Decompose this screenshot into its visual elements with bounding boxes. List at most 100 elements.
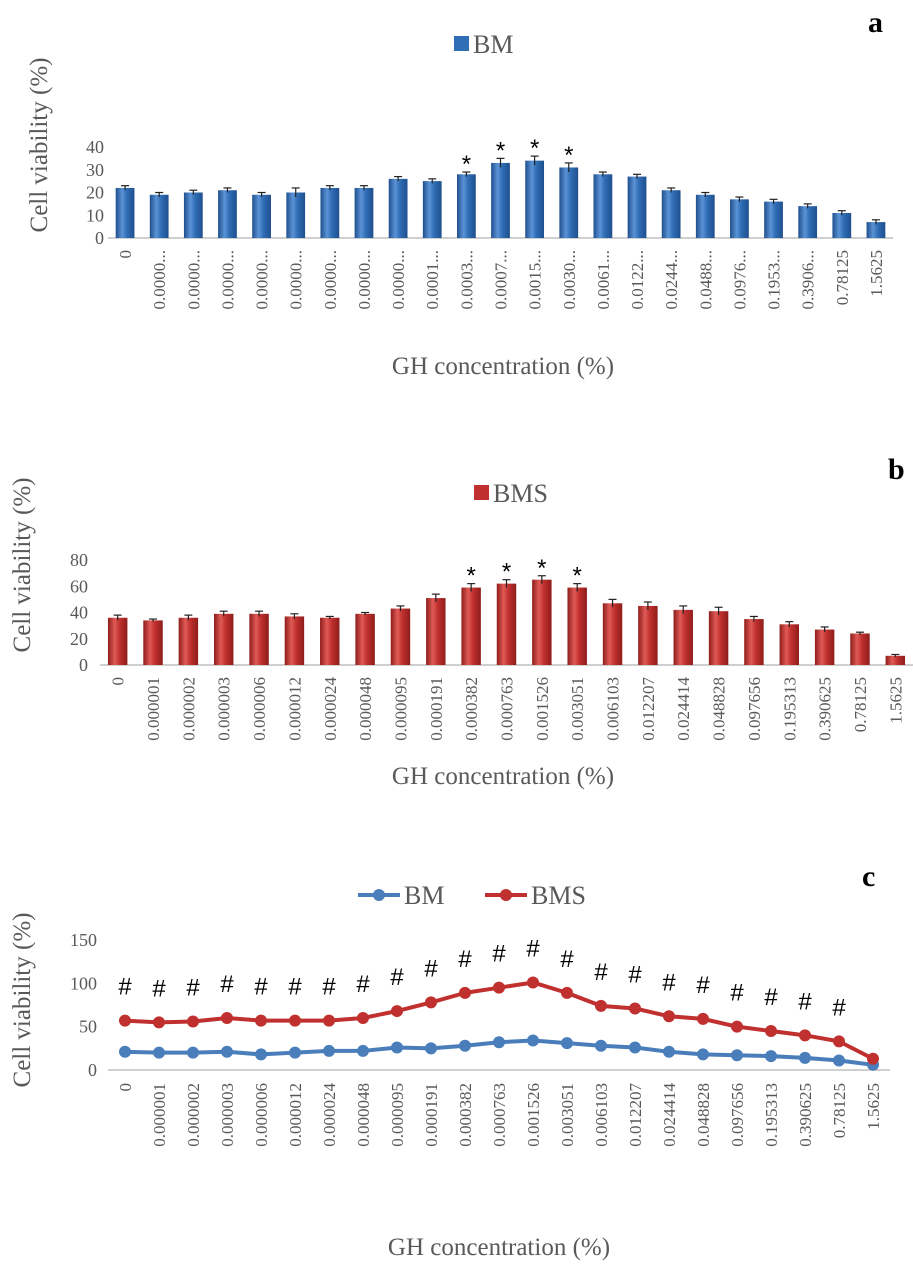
x-tick-label-c-17: 0.048828	[694, 1083, 713, 1147]
hash-mark-21: #	[832, 994, 846, 1021]
y-tick-label-c-1: 50	[79, 1017, 97, 1037]
point-bms-4	[255, 1014, 267, 1027]
bar-a-17	[695, 194, 715, 238]
x-tick-label-b-13: 0.003051	[568, 677, 587, 741]
point-bms-3	[221, 1012, 233, 1024]
x-tick-label-c-10: 0.000382	[456, 1083, 475, 1147]
y-tick-label-b-3: 60	[70, 576, 88, 596]
x-tick-label-b-19: 0.195313	[780, 677, 799, 741]
x-tick-label-c-6: 0.000024	[320, 1083, 339, 1147]
legend-swatch-bm	[454, 36, 469, 51]
x-tick-label-a-16: 0.0244...	[662, 250, 681, 310]
x-tick-label-a-2: 0.0000...	[184, 250, 203, 310]
x-tick-label-b-6: 0.000024	[321, 677, 340, 741]
y-axis-title-b: Cell viability (%)	[9, 478, 36, 653]
x-tick-label-b-2: 0.000002	[179, 677, 198, 741]
x-tick-label-b-1: 0.000001	[144, 677, 163, 741]
x-tick-label-b-18: 0.097656	[745, 677, 764, 741]
x-tick-label-c-2: 0.000002	[184, 1083, 203, 1147]
bar-a-4	[252, 194, 271, 238]
hash-mark-14: #	[594, 959, 608, 986]
point-bm-5	[289, 1046, 301, 1059]
point-bms-16	[663, 1010, 675, 1023]
bar-a-16	[661, 190, 681, 238]
legend-b: BMS	[474, 479, 548, 508]
x-tick-label-c-1: 0.000001	[150, 1083, 169, 1147]
significance-mark-b-12: *	[537, 555, 546, 582]
x-tick-label-c-8: 0.000095	[388, 1083, 407, 1147]
y-tick-label-a-2: 20	[86, 183, 104, 203]
bar-b-14	[602, 603, 623, 665]
legend-label-bm: BM	[473, 30, 513, 59]
point-bm-7	[357, 1044, 369, 1057]
y-tick-label-b-4: 80	[70, 550, 88, 570]
x-tick-label-c-16: 0.024414	[660, 1083, 679, 1147]
x-tick-label-c-21: 0.78125	[830, 1083, 849, 1138]
bar-b-4	[249, 613, 269, 665]
y-tick-label-b-0: 0	[79, 655, 88, 675]
bar-a-5	[286, 192, 306, 238]
x-tick-label-c-15: 0.012207	[626, 1083, 645, 1147]
x-axis-title-b: GH concentration (%)	[392, 763, 614, 790]
legend-c: BM BMS	[358, 881, 586, 910]
point-bm-0	[119, 1045, 131, 1058]
y-tick-label-c-0: 0	[88, 1060, 97, 1080]
point-bms-6	[323, 1014, 335, 1027]
y-tick-label-b-2: 40	[70, 603, 88, 623]
bar-b-17	[708, 611, 729, 665]
bar-a-12	[525, 160, 545, 238]
bar-a-20	[798, 206, 818, 238]
x-tick-label-a-20: 0.3906...	[799, 250, 818, 310]
point-bms-11	[493, 981, 505, 994]
panel-label-a: a	[868, 6, 883, 39]
point-bm-14	[595, 1039, 607, 1052]
legend-label-bms-c: BMS	[531, 881, 586, 910]
legend-a: BM	[454, 30, 513, 59]
bar-a-14	[593, 174, 613, 238]
bar-a-18	[730, 199, 749, 238]
bar-a-13	[559, 167, 579, 238]
hash-mark-15: #	[628, 961, 642, 988]
x-tick-label-a-21: 0.78125	[833, 250, 852, 305]
x-tick-label-a-10: 0.0003...	[457, 250, 476, 310]
panel-label-b: b	[888, 453, 905, 486]
x-tick-label-a-13: 0.0030...	[560, 250, 579, 310]
bar-b-2	[178, 617, 199, 665]
x-tick-label-a-18: 0.0976...	[730, 250, 749, 310]
x-tick-label-c-12: 0.001526	[524, 1083, 543, 1147]
bar-b-21	[850, 633, 870, 665]
bar-a-3	[218, 190, 237, 238]
significance-mark-a-12: *	[530, 135, 539, 162]
point-bm-17	[697, 1048, 709, 1061]
bar-b-16	[673, 609, 693, 665]
point-bms-10	[459, 986, 471, 999]
point-bms-22	[867, 1052, 879, 1065]
significance-mark-a-11: *	[496, 137, 505, 164]
y-tick-label-a-4: 40	[86, 137, 104, 157]
x-tick-label-a-15: 0.0122...	[628, 250, 647, 310]
point-bm-3	[221, 1045, 233, 1058]
hash-mark-2: #	[186, 974, 200, 1001]
point-bms-14	[595, 999, 607, 1012]
hash-mark-4: #	[254, 974, 268, 1001]
bar-a-11	[491, 162, 510, 238]
hash-mark-13: #	[560, 946, 574, 973]
x-tick-label-b-0: 0	[109, 677, 128, 686]
x-tick-label-a-9: 0.0001...	[423, 250, 442, 310]
x-tick-label-b-7: 0.000048	[356, 677, 375, 741]
x-tick-label-a-19: 0.1953...	[765, 250, 784, 310]
x-tick-label-c-7: 0.000048	[354, 1083, 373, 1147]
point-bms-18	[731, 1020, 743, 1033]
y-tick-label-a-3: 30	[86, 160, 104, 180]
bar-b-11	[496, 583, 517, 665]
x-tick-label-c-18: 0.097656	[728, 1083, 747, 1147]
bar-a-22	[866, 222, 886, 238]
x-tick-label-a-22: 1.5625	[867, 250, 886, 297]
bar-b-13	[567, 587, 587, 665]
bar-a-15	[627, 176, 647, 238]
significance-mark-b-13: *	[573, 563, 582, 590]
x-tick-label-c-11: 0.000763	[490, 1083, 509, 1147]
x-tick-label-b-16: 0.024414	[674, 677, 693, 741]
bar-b-19	[779, 624, 800, 665]
